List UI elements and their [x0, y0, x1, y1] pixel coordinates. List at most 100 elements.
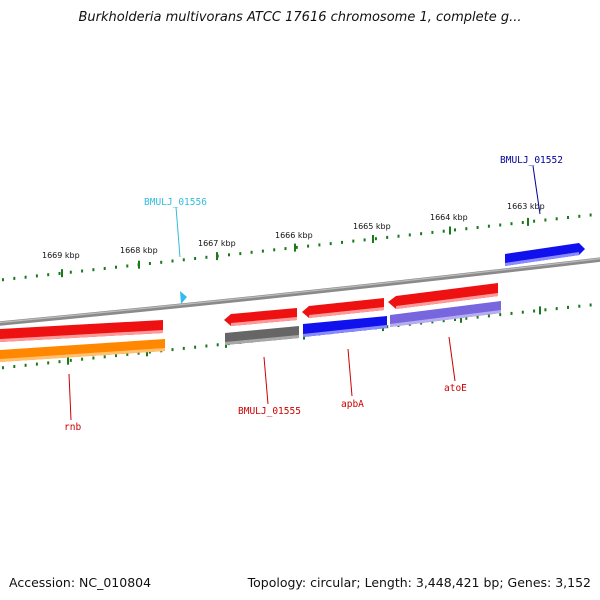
outer-track-minor-tick: [408, 233, 411, 237]
inner-track-minor-tick: [386, 325, 389, 329]
inner-track-minor-tick: [115, 354, 117, 358]
gene-apba-forward-block-shade: [309, 307, 384, 318]
gene-atoe-forward-block[interactable]: [388, 283, 498, 309]
outer-track-minor-tick: [386, 235, 389, 239]
inner-track-major-tick: [146, 348, 148, 357]
inner-track-minor-tick: [533, 309, 536, 313]
outer-track-minor-tick: [58, 272, 61, 275]
outer-track-minor-tick: [205, 255, 208, 259]
outer-track-minor-tick: [521, 221, 524, 224]
inner-track-major-tick: [539, 306, 541, 315]
outer-track-major-tick: [527, 217, 529, 226]
inner-track-minor-tick: [24, 363, 27, 367]
inner-track-minor-tick: [92, 356, 95, 360]
inner-track-minor-tick: [499, 313, 502, 317]
outer-track-minor-tick: [35, 274, 38, 278]
inner-track-minor-tick: [465, 316, 468, 320]
outer-track-minor-tick: [374, 237, 377, 241]
inner-track-minor-tick: [69, 358, 72, 362]
outer-track-minor-tick: [578, 214, 581, 218]
inner-track-minor-tick: [442, 319, 445, 323]
inner-track-minor-tick: [578, 304, 581, 308]
outer-track-minor-tick: [397, 234, 400, 238]
chromosome-backbone-highlight: [0, 257, 600, 324]
outer-track-minor-tick: [182, 258, 185, 262]
inner-track-minor-tick: [487, 314, 490, 318]
inner-track-minor-tick: [81, 357, 84, 361]
gene-atoe-forward-block-shade: [396, 293, 498, 309]
inner-track-minor-tick: [589, 303, 592, 307]
inner-track-minor-tick: [216, 343, 219, 347]
genome-summary-label: Topology: circular; Length: 3,448,421 bp…: [247, 575, 591, 590]
outer-track-minor-tick: [499, 223, 502, 227]
outer-track-minor-tick: [329, 242, 332, 246]
gene-label-bmulj-01552[interactable]: BMULJ_01552: [500, 155, 563, 166]
inner-track-minor-tick: [454, 318, 456, 321]
outer-track-minor-tick: [126, 264, 129, 268]
outer-track-minor-tick: [476, 226, 479, 229]
outer-track-minor-tick: [194, 257, 197, 260]
outer-track-major-tick: [372, 235, 374, 243]
outer-track-minor-tick: [487, 224, 490, 228]
outer-track-minor-tick: [239, 252, 242, 256]
gene-atoe-block-shade: [390, 310, 501, 327]
gene-label-rnb[interactable]: rnb: [64, 422, 81, 433]
outer-track-minor-tick: [454, 228, 456, 232]
gene-bmulj-01552-block-shade: [505, 252, 579, 266]
gene-label-apba[interactable]: apbA: [341, 399, 364, 410]
gene-bmulj-01555-forward-block-shade: [231, 317, 297, 326]
gene-label-atoe[interactable]: atoE: [444, 383, 467, 394]
gene-apba-forward-block[interactable]: [302, 298, 384, 318]
inner-track-minor-tick: [567, 305, 569, 309]
outer-track-minor-tick: [228, 253, 230, 257]
leader-line-bmulj-01552: [532, 165, 541, 215]
outer-track-major-tick: [61, 269, 63, 278]
inner-track-major-tick: [460, 314, 462, 323]
outer-track-minor-tick: [442, 229, 445, 233]
outer-track-minor-tick: [431, 230, 434, 234]
inner-track-minor-tick: [555, 307, 558, 311]
outer-track-major-tick: [294, 243, 296, 252]
gene-bmulj-01556-marker[interactable]: [180, 291, 187, 304]
ruler-tick-label-1666: 1666 kbp: [275, 231, 313, 240]
outer-track-minor-tick: [555, 217, 558, 221]
gene-rnb-block-shade: [0, 348, 165, 362]
outer-track-minor-tick: [273, 248, 276, 252]
ruler-tick-label-1667: 1667 kbp: [198, 239, 236, 248]
inner-track-major-tick: [67, 356, 69, 365]
outer-track-minor-tick: [103, 267, 106, 270]
outer-track-minor-tick: [69, 270, 72, 274]
outer-track-minor-tick: [295, 245, 298, 249]
inner-track-minor-tick: [420, 321, 423, 325]
outer-track-minor-tick: [13, 276, 16, 280]
outer-track-minor-tick: [465, 227, 468, 231]
inner-track-minor-tick: [35, 362, 38, 366]
inner-track-minor-tick: [47, 361, 50, 365]
leader-line-bmulj-01556: [175, 206, 181, 258]
gene-bmulj-01555-block-shade: [225, 335, 299, 345]
inner-track-minor-tick: [126, 352, 129, 356]
outer-track-minor-tick: [160, 260, 163, 264]
outer-tick-track: [2, 213, 592, 282]
outer-track-minor-tick: [420, 232, 423, 236]
outer-track-minor-tick: [307, 244, 310, 248]
ruler-tick-label-1669: 1669 kbp: [42, 251, 80, 260]
outer-track-major-tick: [216, 252, 218, 261]
accession-label: Accession: NC_010804: [9, 575, 152, 590]
gene-rnb-forward-block[interactable]: [0, 320, 163, 342]
outer-track-minor-tick: [341, 240, 343, 244]
inner-track-minor-tick: [476, 315, 479, 319]
gene-label-bmulj-01555[interactable]: BMULJ_01555: [238, 406, 301, 417]
inner-track-minor-tick: [431, 320, 434, 324]
inner-track-minor-tick: [510, 311, 513, 315]
outer-track-minor-tick: [24, 275, 27, 279]
leader-line-atoe: [448, 336, 456, 382]
inner-track-minor-tick: [137, 351, 140, 355]
outer-track-minor-tick: [510, 222, 513, 226]
gene-label-bmulj-01556[interactable]: BMULJ_01556: [144, 197, 207, 208]
inner-track-minor-tick: [182, 346, 185, 350]
outer-track-minor-tick: [115, 265, 117, 269]
inner-track-minor-tick: [13, 365, 16, 368]
